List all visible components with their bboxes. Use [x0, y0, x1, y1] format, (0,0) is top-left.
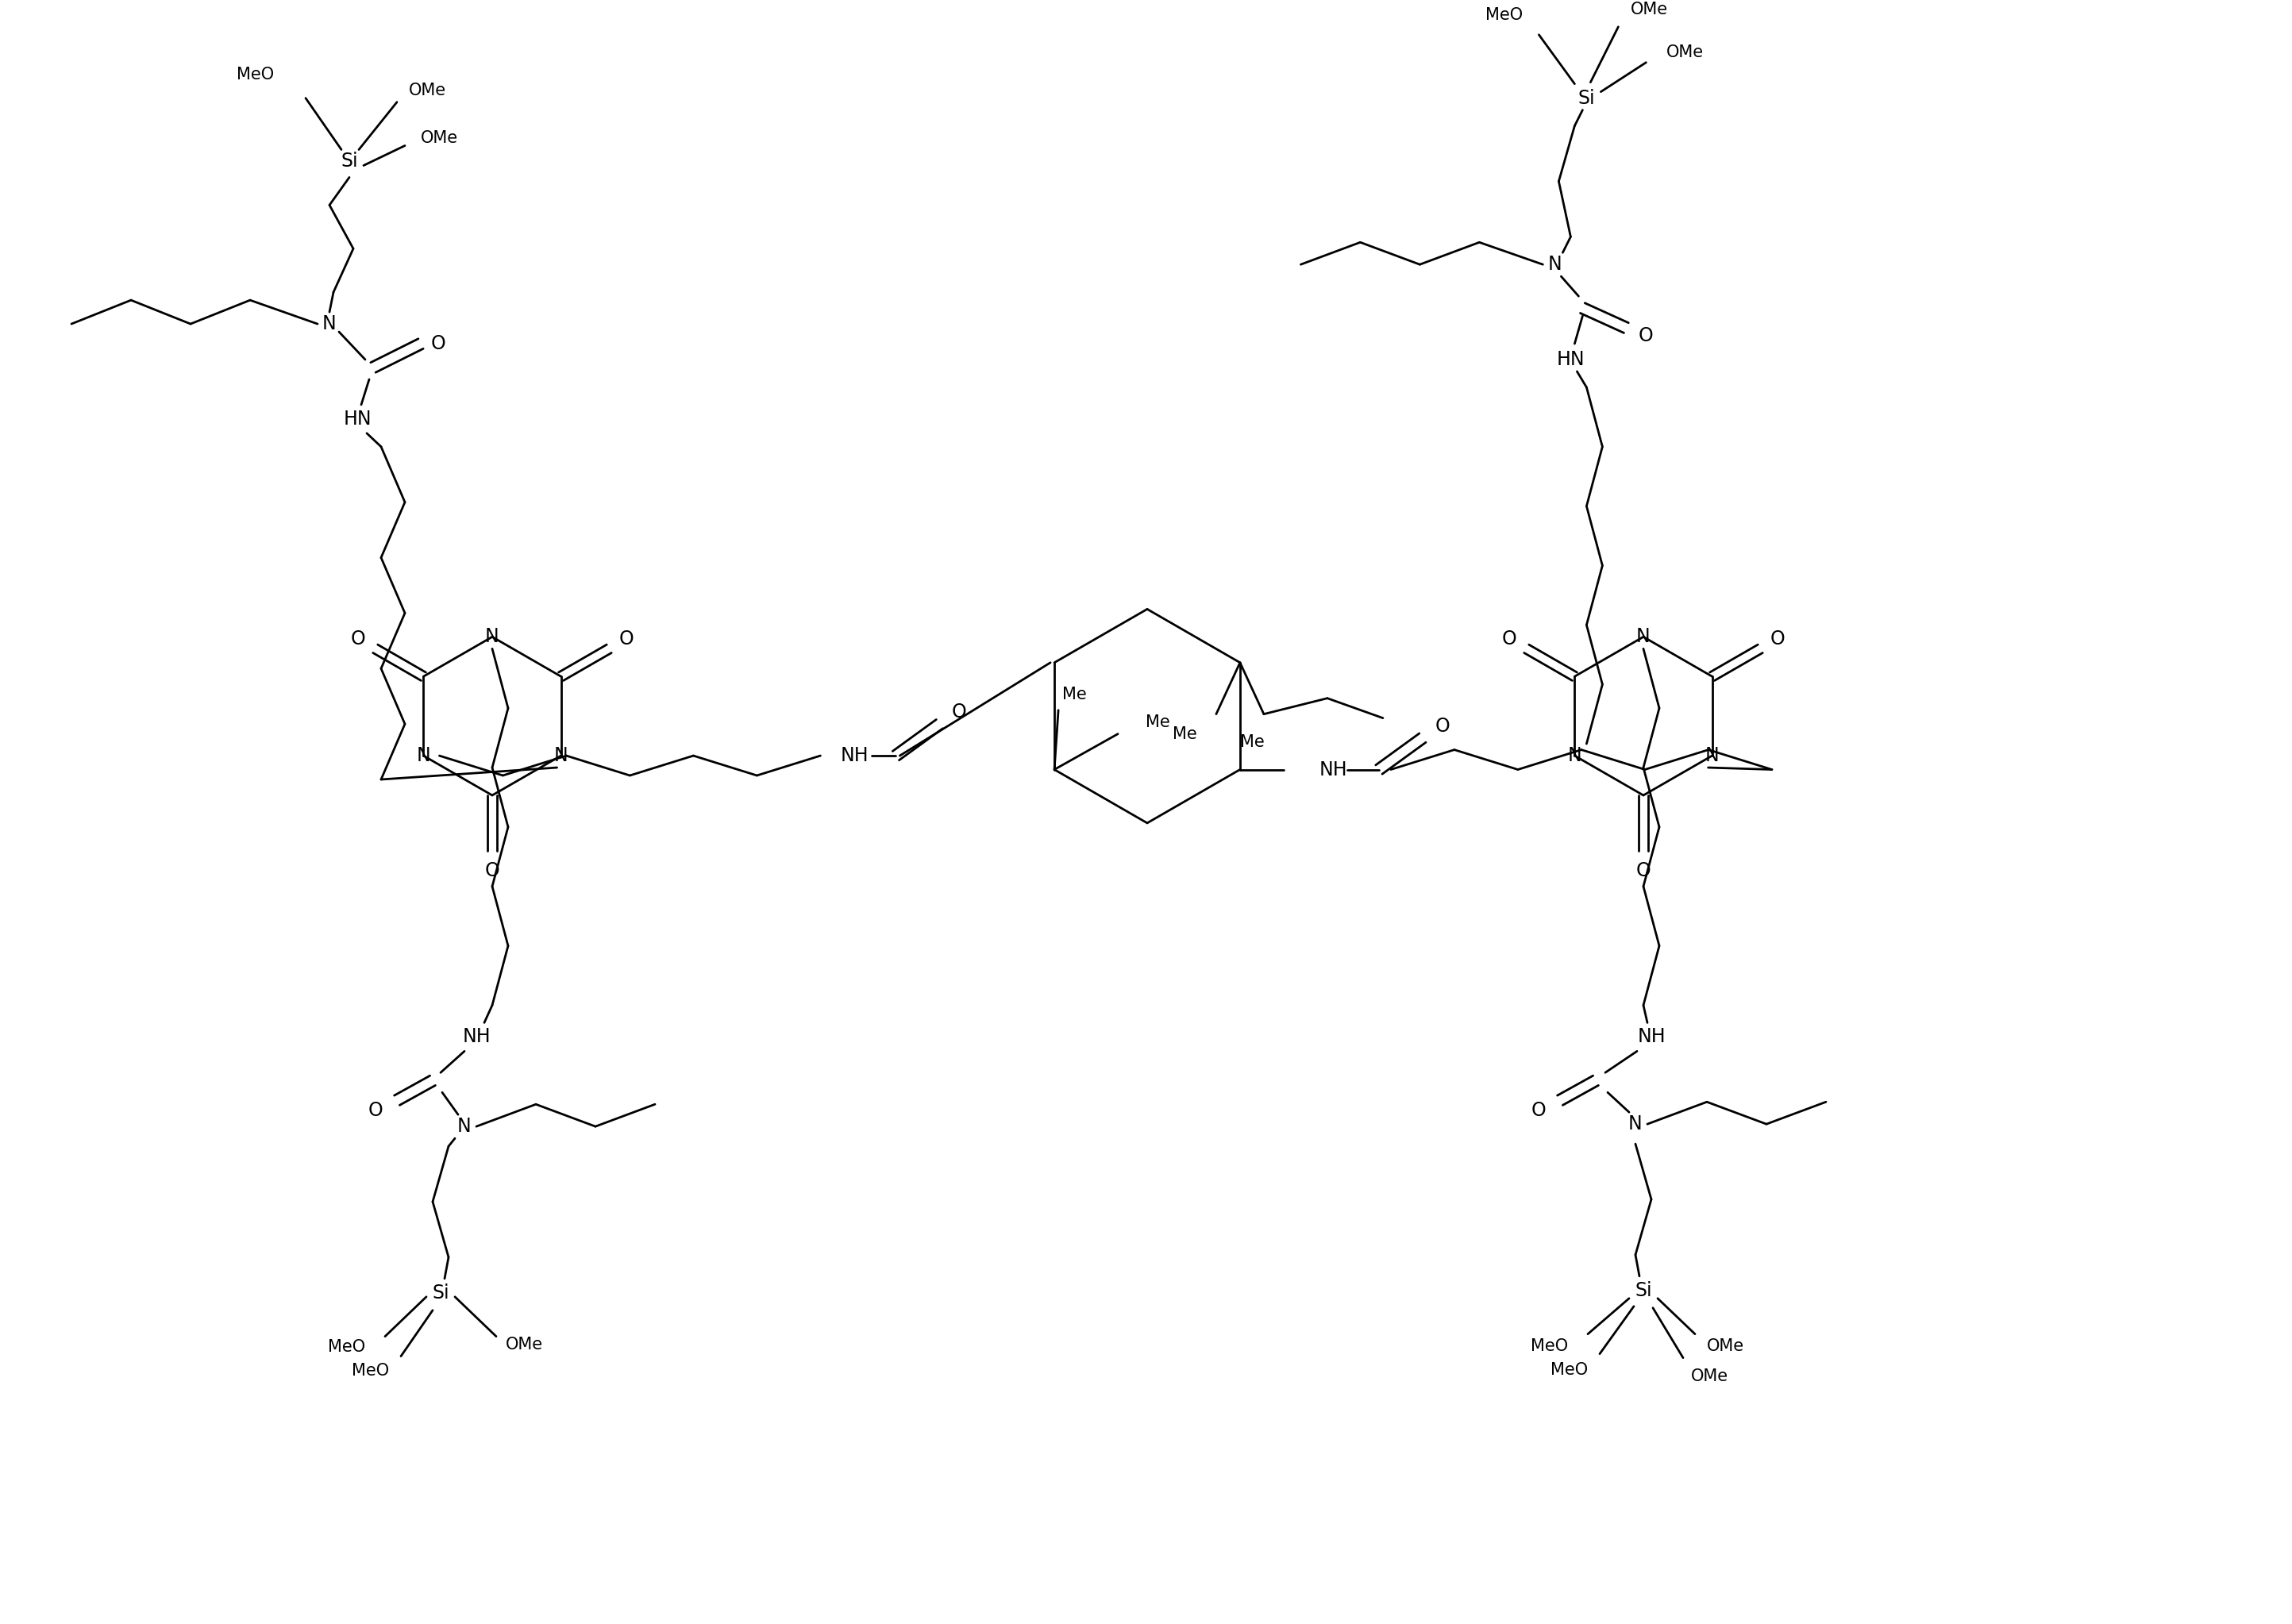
Text: N: N: [417, 745, 431, 765]
Text: Me: Me: [1146, 715, 1171, 729]
Text: N: N: [1627, 1114, 1643, 1134]
Text: O: O: [486, 861, 500, 880]
Text: Si: Si: [431, 1283, 449, 1302]
Text: N: N: [1705, 745, 1719, 765]
Text: NH: NH: [463, 1028, 490, 1046]
Text: MeO: MeO: [1485, 6, 1522, 23]
Text: N: N: [1636, 627, 1650, 646]
Text: Me: Me: [1061, 687, 1086, 702]
Text: OMe: OMe: [408, 83, 447, 97]
Text: N: N: [1547, 255, 1561, 274]
Text: Si: Si: [342, 153, 358, 171]
Text: O: O: [431, 335, 445, 354]
Text: N: N: [1568, 745, 1581, 765]
Text: HN: HN: [344, 409, 371, 429]
Text: OMe: OMe: [1630, 2, 1669, 18]
Text: MeO: MeO: [1531, 1338, 1568, 1354]
Text: N: N: [458, 1117, 472, 1137]
Text: MeO: MeO: [236, 67, 275, 83]
Text: OMe: OMe: [1708, 1338, 1744, 1354]
Text: Si: Si: [1634, 1281, 1653, 1299]
Text: O: O: [1435, 716, 1451, 736]
Text: NH: NH: [1320, 760, 1348, 780]
Text: N: N: [555, 745, 568, 765]
Text: MeO: MeO: [1549, 1363, 1588, 1377]
Text: Me: Me: [1240, 734, 1265, 750]
Text: Si: Si: [1577, 89, 1595, 107]
Text: O: O: [1531, 1101, 1547, 1121]
Text: MeO: MeO: [351, 1363, 390, 1379]
Text: NH: NH: [1636, 1028, 1666, 1046]
Text: O: O: [351, 630, 367, 648]
Text: OMe: OMe: [1691, 1367, 1728, 1384]
Text: MeO: MeO: [328, 1338, 364, 1354]
Text: O: O: [1501, 630, 1517, 648]
Text: N: N: [323, 315, 337, 333]
Text: O: O: [951, 703, 967, 721]
Text: O: O: [1636, 861, 1650, 880]
Text: NH: NH: [841, 745, 869, 765]
Text: O: O: [1769, 630, 1785, 648]
Text: O: O: [369, 1101, 383, 1121]
Text: HN: HN: [1556, 351, 1584, 369]
Text: Me: Me: [1171, 726, 1196, 742]
Text: O: O: [619, 630, 633, 648]
Text: OMe: OMe: [1666, 44, 1703, 60]
Text: OMe: OMe: [507, 1337, 543, 1353]
Text: OMe: OMe: [422, 130, 458, 146]
Text: N: N: [486, 627, 500, 646]
Text: O: O: [1639, 326, 1653, 346]
